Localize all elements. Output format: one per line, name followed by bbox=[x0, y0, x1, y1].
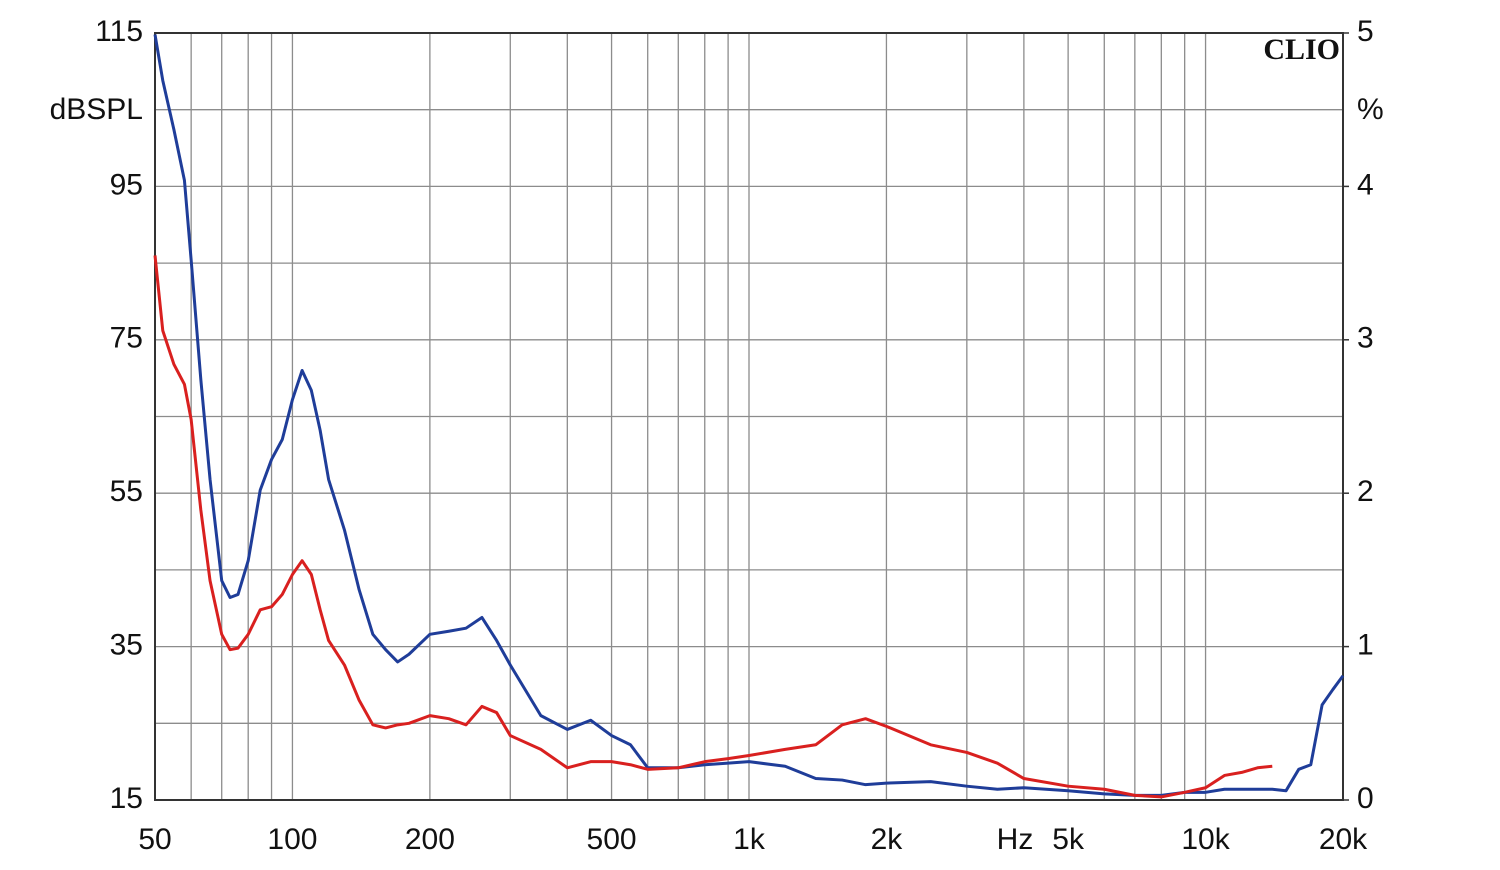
y-axis-label: dBSPL bbox=[50, 93, 143, 126]
x-axis-label: Hz bbox=[997, 823, 1034, 856]
x-tick-label: 5k bbox=[1052, 823, 1085, 856]
x-tick-label: 500 bbox=[587, 823, 637, 856]
y-tick-label: 15 bbox=[110, 782, 143, 815]
y2-tick-label: 0 bbox=[1357, 782, 1374, 815]
x-tick-label: 2k bbox=[871, 823, 904, 856]
y-tick-label: 95 bbox=[110, 168, 143, 201]
x-tick-label: 1k bbox=[733, 823, 766, 856]
x-tick-label: 50 bbox=[138, 823, 171, 856]
x-tick-label: 200 bbox=[405, 823, 455, 856]
x-tick-label: 10k bbox=[1181, 823, 1230, 856]
y-tick-label: 75 bbox=[110, 322, 143, 355]
annotation: CLIO bbox=[1263, 33, 1340, 66]
plot-frame bbox=[154, 32, 1344, 801]
y2-tick-label: 3 bbox=[1357, 322, 1374, 355]
y2-tick-label: 1 bbox=[1357, 629, 1374, 662]
y2-tick-label: 2 bbox=[1357, 475, 1374, 508]
y2-axis-label: % bbox=[1357, 93, 1384, 126]
y2-tick-label: 5 bbox=[1357, 15, 1374, 48]
series-line bbox=[153, 255, 1273, 799]
y-tick-label: 35 bbox=[110, 629, 143, 662]
y-tick-label: 55 bbox=[110, 475, 143, 508]
x-tick-label: 20k bbox=[1319, 823, 1368, 856]
x-tick-label: 100 bbox=[267, 823, 317, 856]
y2-tick-label: 4 bbox=[1357, 168, 1374, 201]
y-tick-label: 115 bbox=[95, 15, 143, 48]
